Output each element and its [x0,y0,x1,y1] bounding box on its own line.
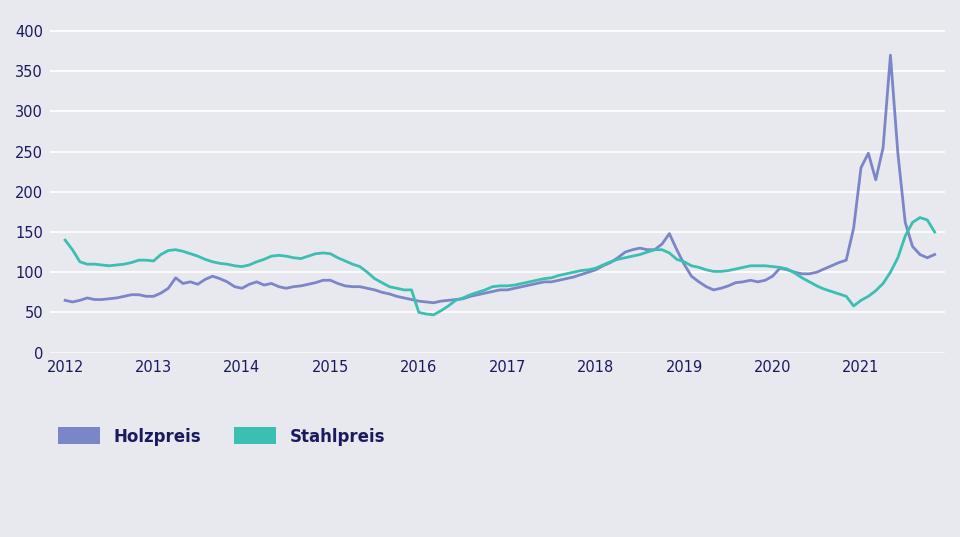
Line: Holzpreis: Holzpreis [65,55,935,303]
Legend: Holzpreis, Stahlpreis: Holzpreis, Stahlpreis [59,427,385,446]
Stahlpreis [811,282,823,289]
Stahlpreis [575,267,587,274]
Holzpreis [575,271,587,278]
Stahlpreis [332,255,344,261]
Stahlpreis [428,311,440,318]
Holzpreis [885,52,897,59]
Holzpreis [236,285,248,292]
Stahlpreis [60,237,71,243]
Stahlpreis [236,263,248,270]
Holzpreis [811,269,823,275]
Line: Stahlpreis: Stahlpreis [65,217,935,315]
Stahlpreis [767,263,779,270]
Holzpreis [60,297,71,303]
Holzpreis [767,273,779,279]
Holzpreis [701,284,712,290]
Holzpreis [428,300,440,306]
Stahlpreis [701,266,712,273]
Holzpreis [332,280,344,287]
Stahlpreis [929,229,941,235]
Holzpreis [929,251,941,258]
Stahlpreis [914,214,925,221]
